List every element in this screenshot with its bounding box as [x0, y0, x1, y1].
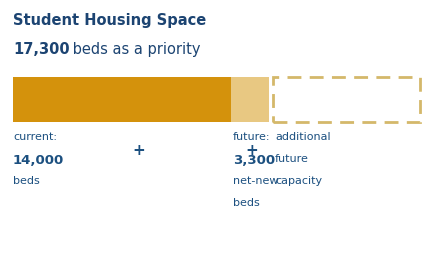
- Text: additional: additional: [275, 132, 330, 142]
- Text: future: future: [275, 154, 309, 164]
- Text: beds: beds: [233, 198, 260, 208]
- Text: 14,000: 14,000: [13, 154, 64, 167]
- Text: capacity: capacity: [275, 176, 322, 186]
- Text: 3,300: 3,300: [233, 154, 275, 167]
- Text: net-new: net-new: [233, 176, 278, 186]
- Text: Student Housing Space: Student Housing Space: [13, 13, 206, 28]
- Text: beds: beds: [13, 176, 40, 186]
- Bar: [231, 77, 269, 122]
- Text: current:: current:: [13, 132, 57, 142]
- Text: beds as a priority: beds as a priority: [68, 42, 200, 57]
- Text: +: +: [245, 143, 258, 158]
- Text: 17,300: 17,300: [13, 42, 69, 57]
- Bar: [273, 77, 420, 122]
- Bar: [13, 77, 231, 122]
- Text: +: +: [133, 143, 145, 158]
- Text: future:: future:: [233, 132, 270, 142]
